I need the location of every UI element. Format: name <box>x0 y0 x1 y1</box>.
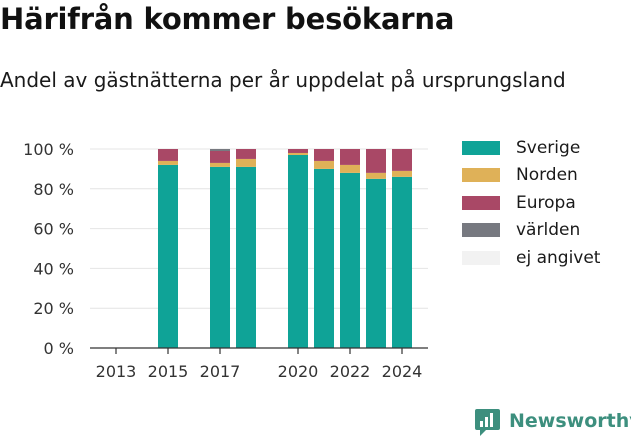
bar-segment <box>314 149 334 161</box>
axes <box>90 347 428 354</box>
bar-segment <box>366 172 386 179</box>
bar-segment <box>236 149 256 159</box>
x-tick-label: 2024 <box>382 362 423 381</box>
bar-segment <box>288 154 308 348</box>
bar-segment <box>366 178 386 348</box>
x-tick-label: 2017 <box>200 362 241 381</box>
legend-label: ej angivet <box>516 247 601 268</box>
bar-segment <box>340 172 360 348</box>
y-tick-label: 100 % <box>23 140 74 159</box>
bar-segment <box>210 149 230 151</box>
bar-segment <box>288 152 308 155</box>
bar-segment <box>210 166 230 348</box>
bar-segment <box>366 149 386 173</box>
bar-segment <box>340 149 360 165</box>
x-tick-label: 2015 <box>148 362 189 381</box>
tick-labels: 0 % 20 % 40 % 60 % 80 % 100 % 2013 2015 2017 2020… <box>23 140 422 381</box>
bar-segment <box>314 168 334 348</box>
bar-segment <box>158 149 178 161</box>
legend-swatch <box>462 223 500 238</box>
legend-label: Sverige <box>516 138 581 158</box>
legend-swatch <box>462 141 500 155</box>
bar-segment <box>210 162 230 167</box>
bar-segment <box>314 160 334 169</box>
y-tick-label: 60 % <box>33 220 74 239</box>
y-tick-label: 0 % <box>44 339 74 358</box>
chart-subtitle: Andel av gästnätterna per år uppdelat på… <box>0 68 566 92</box>
bars <box>158 149 412 348</box>
legend-label: världen <box>516 220 581 241</box>
bar-segment <box>392 149 412 171</box>
bar-segment <box>340 164 360 173</box>
y-tick-label: 80 % <box>33 180 74 199</box>
legend-swatch <box>462 168 500 183</box>
y-tick-label: 20 % <box>33 299 74 318</box>
bar-segment <box>288 149 308 153</box>
brand-name: Newsworthy <box>509 410 631 432</box>
legend-label: Norden <box>516 165 578 186</box>
x-tick-label: 2022 <box>330 362 371 381</box>
legend-swatch <box>462 250 500 265</box>
bar-segment <box>158 160 178 165</box>
bar-segment <box>158 164 178 348</box>
bar-segment <box>210 150 230 163</box>
bar-segment <box>392 176 412 348</box>
newsworthy-chart-logo-icon <box>475 409 500 436</box>
bar-segment <box>392 170 412 177</box>
y-tick-label: 40 % <box>33 259 74 278</box>
x-tick-label: 2013 <box>96 362 137 381</box>
chart-title: Härifrån kommer besökarna <box>0 2 455 36</box>
bar-segment <box>236 158 256 167</box>
x-tick-label: 2020 <box>278 362 319 381</box>
legend-label: Europa <box>516 192 576 213</box>
legend-swatch <box>462 195 500 210</box>
bar-segment <box>236 166 256 348</box>
